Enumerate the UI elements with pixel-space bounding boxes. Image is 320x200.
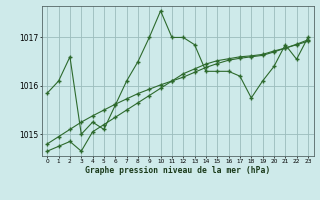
X-axis label: Graphe pression niveau de la mer (hPa): Graphe pression niveau de la mer (hPa) <box>85 166 270 175</box>
